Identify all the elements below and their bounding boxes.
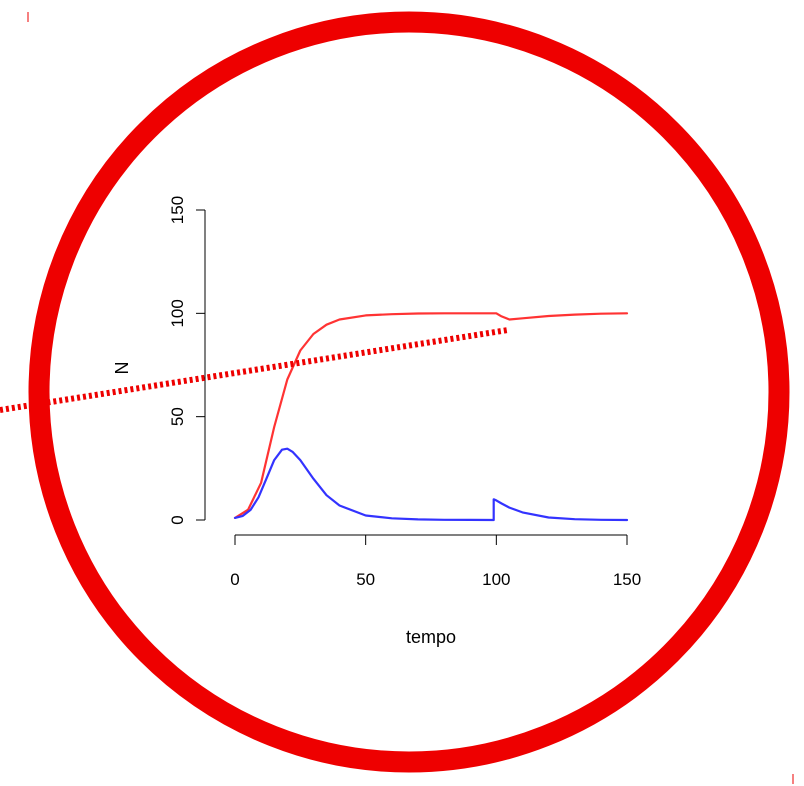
x-axis-title: tempo xyxy=(406,627,456,647)
series-line-1 xyxy=(233,312,629,520)
y-tick-label: 100 xyxy=(168,299,187,327)
x-tick-label: 50 xyxy=(356,570,375,589)
series-layer xyxy=(233,312,629,522)
y-tick-label: 0 xyxy=(168,515,187,524)
y-axis: 0 50 100 150 xyxy=(168,196,206,525)
x-tick-label: 150 xyxy=(613,570,641,589)
y-tick-label: 50 xyxy=(168,407,187,426)
highlight-circle xyxy=(28,11,790,773)
y-tick-label: 150 xyxy=(168,196,187,224)
dotted-pointer-line xyxy=(0,327,509,413)
line-chart: 0 50 100 150 0 50 100 150 tempo N xyxy=(112,196,641,647)
series-line-2 xyxy=(233,447,629,522)
x-tick-label: 100 xyxy=(482,570,510,589)
x-tick-label: 0 xyxy=(230,570,239,589)
y-axis-title: N xyxy=(112,362,132,375)
annotation-overlay xyxy=(0,11,794,784)
x-axis: 0 50 100 150 xyxy=(230,534,641,589)
